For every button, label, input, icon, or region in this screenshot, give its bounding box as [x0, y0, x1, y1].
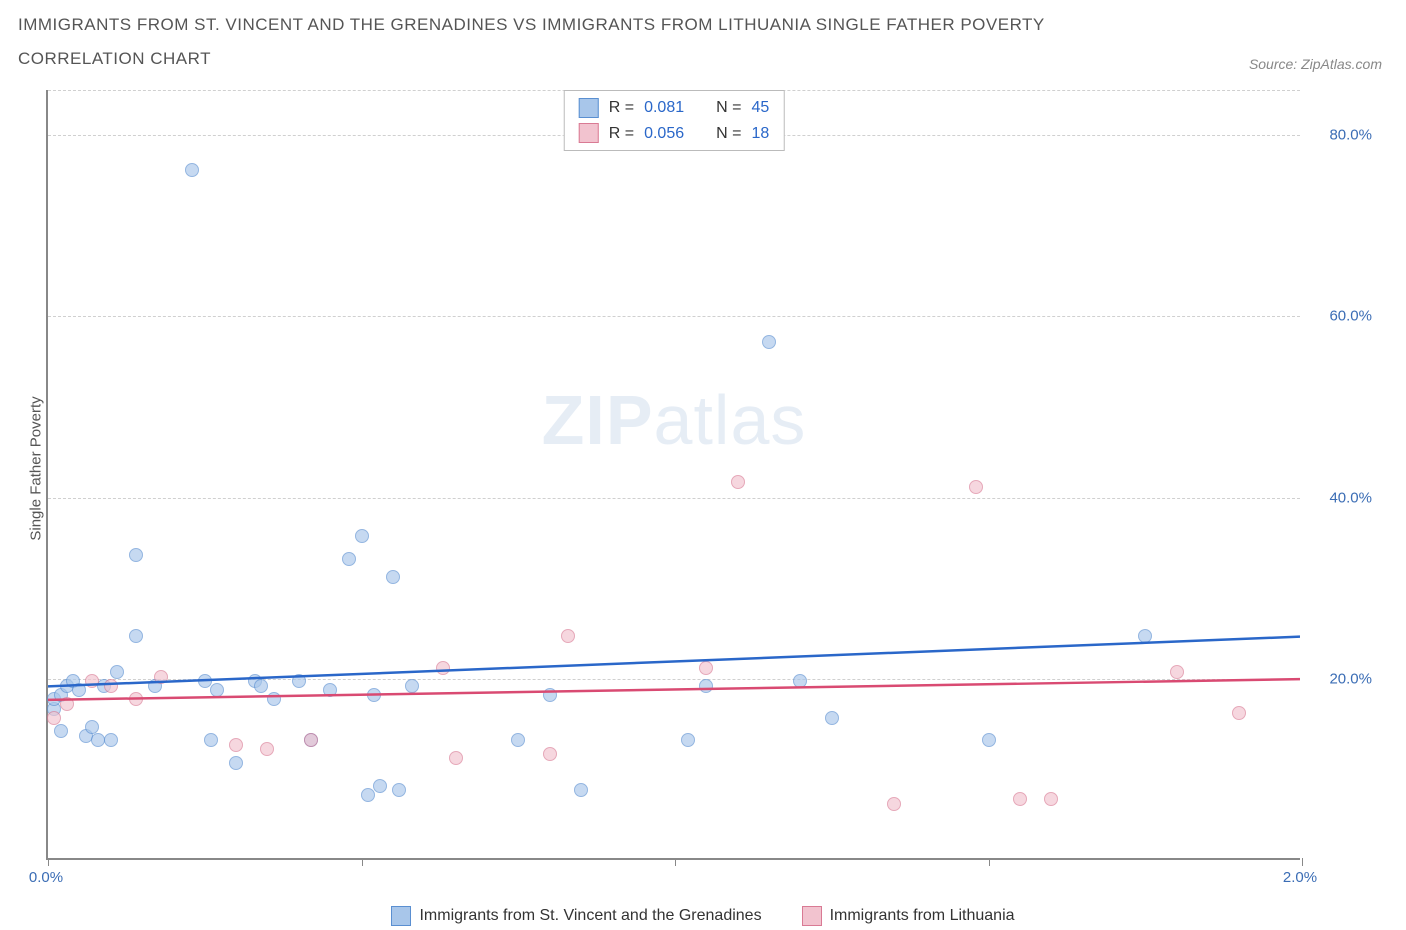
- y-tick-label: 80.0%: [1329, 127, 1372, 144]
- data-point: [1170, 665, 1184, 679]
- x-tick-label: 2.0%: [1283, 869, 1317, 886]
- legend-row: R = 0.056 N = 18: [579, 121, 770, 147]
- x-tick-label: 0.0%: [29, 869, 63, 886]
- data-point: [198, 674, 212, 688]
- data-point: [110, 665, 124, 679]
- watermark-bold: ZIP: [542, 381, 654, 459]
- data-point: [154, 670, 168, 684]
- bottom-legend-label: Immigrants from St. Vincent and the Gren…: [419, 907, 761, 925]
- legend-swatch: [391, 906, 411, 926]
- data-point: [210, 683, 224, 697]
- data-point: [47, 711, 61, 725]
- title-line-2: CORRELATION CHART: [18, 49, 211, 68]
- title-line-1: IMMIGRANTS FROM ST. VINCENT AND THE GREN…: [18, 15, 1045, 34]
- data-point: [229, 738, 243, 752]
- data-point: [392, 783, 406, 797]
- watermark: ZIPatlas: [542, 380, 807, 460]
- legend-swatch: [802, 906, 822, 926]
- data-point: [731, 475, 745, 489]
- gridline: [48, 316, 1300, 317]
- data-point: [543, 747, 557, 761]
- legend-r-label: R =: [609, 95, 634, 121]
- data-point: [1138, 629, 1152, 643]
- gridline: [48, 498, 1300, 499]
- data-point: [982, 733, 996, 747]
- data-point: [54, 724, 68, 738]
- data-point: [129, 692, 143, 706]
- legend-row: R = 0.081 N = 45: [579, 95, 770, 121]
- data-point: [204, 733, 218, 747]
- data-point: [129, 548, 143, 562]
- data-point: [543, 688, 557, 702]
- data-point: [1013, 792, 1027, 806]
- data-point: [85, 720, 99, 734]
- data-point: [699, 661, 713, 675]
- bottom-legend: Immigrants from St. Vincent and the Gren…: [0, 906, 1406, 926]
- legend-n-label: N =: [716, 95, 741, 121]
- data-point: [85, 674, 99, 688]
- bottom-legend-item: Immigrants from St. Vincent and the Gren…: [391, 906, 761, 926]
- data-point: [355, 529, 369, 543]
- y-tick-label: 20.0%: [1329, 670, 1372, 687]
- y-tick-label: 40.0%: [1329, 489, 1372, 506]
- data-point: [185, 163, 199, 177]
- legend-box: R = 0.081 N = 45 R = 0.056 N = 18: [564, 90, 785, 151]
- data-point: [887, 797, 901, 811]
- data-point: [386, 570, 400, 584]
- data-point: [129, 629, 143, 643]
- data-point: [1232, 706, 1246, 720]
- bottom-legend-item: Immigrants from Lithuania: [802, 906, 1015, 926]
- data-point: [825, 711, 839, 725]
- legend-r-value: 0.081: [644, 95, 684, 121]
- data-point: [104, 733, 118, 747]
- legend-n-value: 45: [751, 95, 769, 121]
- data-point: [762, 335, 776, 349]
- watermark-rest: atlas: [654, 381, 807, 459]
- legend-swatch: [579, 98, 599, 118]
- data-point: [681, 733, 695, 747]
- data-point: [367, 688, 381, 702]
- data-point: [699, 679, 713, 693]
- data-point: [292, 674, 306, 688]
- data-point: [267, 692, 281, 706]
- bottom-legend-label: Immigrants from Lithuania: [830, 907, 1015, 925]
- data-point: [104, 679, 118, 693]
- y-axis-title: Single Father Poverty: [28, 396, 45, 540]
- data-point: [229, 756, 243, 770]
- data-point: [793, 674, 807, 688]
- data-point: [574, 783, 588, 797]
- data-point: [969, 480, 983, 494]
- data-point: [254, 679, 268, 693]
- data-point: [342, 552, 356, 566]
- data-point: [361, 788, 375, 802]
- plot-area: ZIPatlas R = 0.081 N = 45 R = 0.056 N = 18: [46, 90, 1300, 860]
- data-point: [561, 629, 575, 643]
- data-point: [323, 683, 337, 697]
- gridline: [48, 679, 1300, 680]
- trend-line: [48, 679, 1300, 700]
- data-point: [373, 779, 387, 793]
- data-point: [60, 697, 74, 711]
- chart-title: IMMIGRANTS FROM ST. VINCENT AND THE GREN…: [18, 8, 1388, 76]
- data-point: [436, 661, 450, 675]
- legend-n-value: 18: [751, 121, 769, 147]
- legend-swatch: [579, 123, 599, 143]
- source-attribution: Source: ZipAtlas.com: [1249, 56, 1382, 72]
- data-point: [72, 683, 86, 697]
- chart-container: ZIPatlas R = 0.081N = 45R = 0.056N = 18 …: [46, 90, 1384, 888]
- data-point: [1044, 792, 1058, 806]
- data-point: [304, 733, 318, 747]
- y-tick-label: 60.0%: [1329, 308, 1372, 325]
- y-axis-labels: 20.0% 40.0% 60.0% 80.0%: [1300, 90, 1384, 860]
- data-point: [449, 751, 463, 765]
- data-point: [405, 679, 419, 693]
- legend-r-label: R =: [609, 121, 634, 147]
- data-point: [260, 742, 274, 756]
- x-axis-labels: 0.0%2.0%: [46, 860, 1300, 888]
- legend-r-value: 0.056: [644, 121, 684, 147]
- data-point: [511, 733, 525, 747]
- legend-n-label: N =: [716, 121, 741, 147]
